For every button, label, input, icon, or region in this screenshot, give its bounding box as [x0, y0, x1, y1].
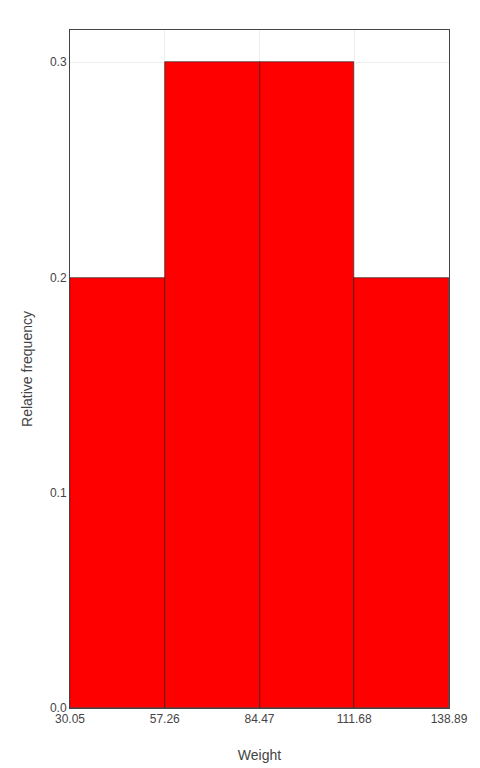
svg-text:0.1: 0.1: [50, 486, 67, 500]
svg-text:0.3: 0.3: [50, 55, 67, 69]
svg-text:0.0: 0.0: [50, 701, 67, 715]
svg-text:Weight: Weight: [238, 747, 281, 763]
svg-text:30.05: 30.05: [55, 712, 85, 726]
svg-text:Relative frequency: Relative frequency: [19, 311, 35, 427]
svg-text:84.47: 84.47: [244, 712, 274, 726]
svg-text:111.68: 111.68: [337, 712, 372, 726]
svg-text:0.2: 0.2: [50, 271, 67, 285]
svg-text:57.26: 57.26: [150, 712, 180, 726]
svg-text:138.89: 138.89: [431, 712, 468, 726]
